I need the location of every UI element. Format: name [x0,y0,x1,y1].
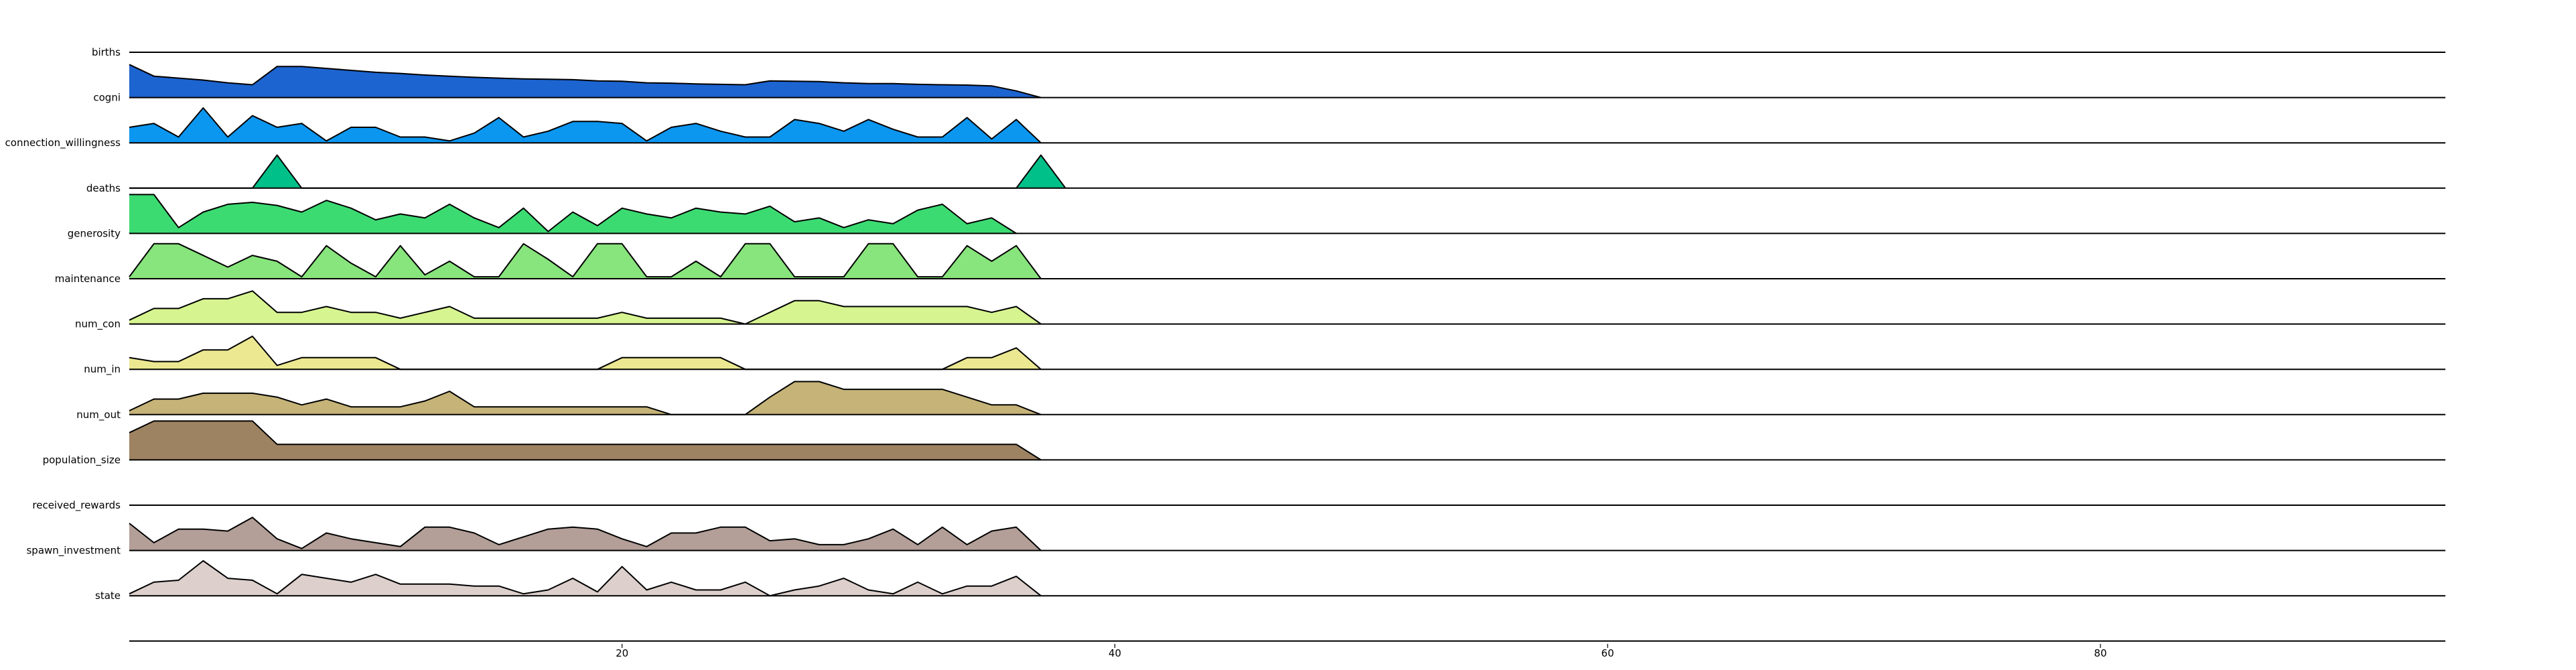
track-label-population-size: population_size [43,454,121,466]
ridge-line-generosity [129,243,1042,279]
track-label-maintenance: maintenance [55,273,121,285]
x-axis: 20 40 60 80 [616,644,2107,659]
ridge-line-births [129,64,1042,98]
ridge-fill-spawn-investment [129,561,1042,596]
track-label-deaths: deaths [86,182,121,194]
ridge-line-deaths [129,194,1017,234]
ridge-fill-num-in [129,381,1042,415]
ridge-fill-num-out [129,421,1042,460]
track-label-connection-willingness: connection_willingness [5,137,121,149]
x-tick-label-60: 60 [1601,647,1614,659]
ridge-areas [129,52,2445,642]
track-label-num-out: num_out [76,409,121,421]
ridge-fill-connection-willingness [129,155,1066,188]
x-tick-label-80: 80 [2094,647,2106,659]
track-label-num-in: num_in [84,363,121,376]
ridge-fill-num-con [129,336,1042,370]
ridge-line-cogni [129,107,1042,143]
track-label-received-rewards: received_rewards [32,499,121,512]
track-label-births: births [92,46,121,58]
ridge-fill-received-rewards [129,517,1042,551]
ridge-line-received-rewards [129,517,1042,551]
ridge-fill-births [129,64,1042,98]
ridge-line-num-out [129,420,1042,461]
ridge-line-num-in [129,381,1042,415]
track-label-generosity: generosity [68,227,121,239]
track-label-spawn-investment: spawn_investment [26,545,121,557]
ridge-fill-maintenance [129,291,1042,324]
ridge-fill-cogni [129,108,1042,143]
track-label-num-con: num_con [75,318,121,331]
track-label-state: state [95,590,121,602]
ridge-line-maintenance [129,290,1042,325]
ridge-line-spawn-investment [129,560,1042,597]
x-tick-label-20: 20 [616,647,628,659]
ridge-fill-deaths [129,194,1017,234]
x-tick-label-40: 40 [1108,647,1121,659]
track-label-cogni: cogni [93,92,121,104]
